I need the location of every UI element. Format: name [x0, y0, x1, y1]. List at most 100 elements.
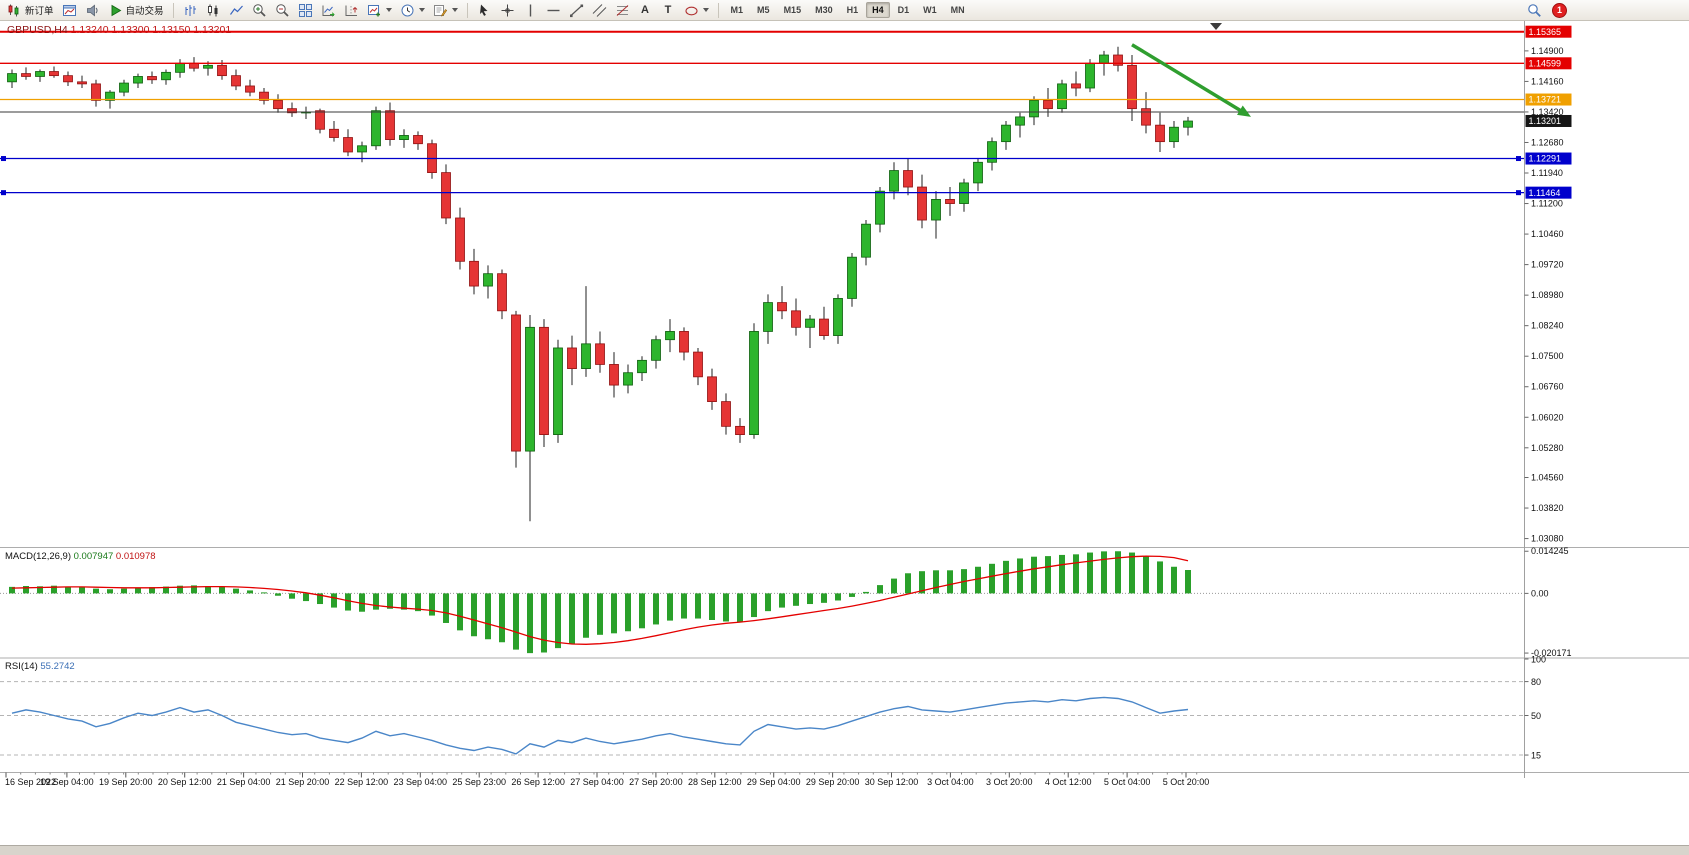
crosshair-tool-button[interactable]: [497, 1, 518, 19]
autotrading-label: 自动交易: [125, 6, 164, 17]
chart-window-icon: [62, 4, 76, 16]
timeframe-m30[interactable]: M30: [815, 5, 833, 15]
svg-text:1.11200: 1.11200: [1531, 199, 1563, 209]
auto-scroll-icon: [322, 5, 335, 17]
shapes-dropdown[interactable]: [681, 1, 712, 19]
svg-text:1.05280: 1.05280: [1531, 443, 1564, 453]
bar-chart-button[interactable]: [180, 1, 201, 19]
svg-text:1.09720: 1.09720: [1531, 260, 1564, 270]
timeframe-m5[interactable]: M5: [757, 5, 770, 15]
text-label-icon: T: [664, 3, 672, 16]
horizontal-scrollbar[interactable]: [0, 845, 1689, 855]
cursor-tool-button[interactable]: [474, 1, 495, 19]
svg-text:25 Sep 23:00: 25 Sep 23:00: [452, 777, 506, 787]
trendline-tool-button[interactable]: [566, 1, 587, 19]
svg-text:1.11464: 1.11464: [1529, 188, 1561, 198]
horizontal-line-tool-button[interactable]: [543, 1, 564, 19]
timeframe-w1[interactable]: W1: [923, 5, 937, 15]
svg-text:50: 50: [1531, 711, 1541, 721]
new-chart-dropdown[interactable]: [364, 1, 395, 19]
chart-shift-button[interactable]: [341, 1, 362, 19]
svg-text:1.12291: 1.12291: [1529, 154, 1562, 164]
zoom-in-icon: [252, 3, 266, 17]
svg-text:22 Sep 12:00: 22 Sep 12:00: [335, 777, 389, 787]
svg-text:1.12680: 1.12680: [1531, 137, 1564, 147]
zoom-out-button[interactable]: [272, 1, 293, 19]
rsi-panel: [0, 681, 1524, 756]
bar-chart-icon: [185, 4, 196, 16]
tile-windows-button[interactable]: [295, 1, 316, 19]
svg-text:0.00: 0.00: [1531, 588, 1549, 598]
auto-scroll-button[interactable]: [318, 1, 339, 19]
svg-text:4 Oct 12:00: 4 Oct 12:00: [1045, 777, 1092, 787]
svg-text:0.014245: 0.014245: [1531, 546, 1569, 556]
channel-tool-button[interactable]: [589, 1, 610, 19]
price-axis[interactable]: 1.14900 1.14160 1.13420 1.12680 1.11940 1.112…: [1524, 25, 1572, 761]
autotrading-icon: [111, 4, 121, 16]
line-chart-button[interactable]: [226, 1, 247, 19]
fibonacci-icon: [616, 4, 628, 16]
search-icon[interactable]: [1527, 3, 1542, 18]
new-order-label: 新订单: [25, 6, 54, 17]
svg-text:80: 80: [1531, 677, 1541, 687]
svg-text:1.13721: 1.13721: [1529, 95, 1562, 105]
text-tool-icon: A: [641, 3, 649, 16]
dropdown-caret: [451, 8, 458, 12]
chart-canvas[interactable]: 1.14900 1.14160 1.13420 1.12680 1.11940 1.112…: [0, 21, 1689, 845]
svg-text:3 Oct 04:00: 3 Oct 04:00: [927, 777, 974, 787]
svg-text:1.03080: 1.03080: [1531, 534, 1564, 544]
chart-shift-marker[interactable]: [1210, 23, 1222, 30]
charts-button[interactable]: [59, 1, 80, 19]
fibonacci-tool-button[interactable]: [612, 1, 633, 19]
svg-text:21 Sep 20:00: 21 Sep 20:00: [276, 777, 330, 787]
new-order-icon: [8, 4, 19, 16]
svg-text:1.06760: 1.06760: [1531, 382, 1564, 392]
timeframe-m15[interactable]: M15: [783, 5, 802, 15]
periods-dropdown[interactable]: [397, 1, 428, 19]
svg-text:1.10460: 1.10460: [1531, 229, 1564, 239]
svg-text:1.14160: 1.14160: [1531, 76, 1564, 86]
alerts-button[interactable]: [82, 1, 103, 19]
svg-text:1.13420: 1.13420: [1531, 107, 1564, 117]
svg-text:1.14599: 1.14599: [1529, 59, 1562, 69]
zoom-in-button[interactable]: [249, 1, 270, 19]
text-tool-button[interactable]: A: [635, 1, 656, 19]
new-chart-icon: [367, 4, 380, 16]
horizontal-line-icon: [547, 9, 560, 11]
trend-arrow[interactable]: [1131, 43, 1251, 117]
candlestick-chart-button[interactable]: [203, 1, 224, 19]
timeframe-m1[interactable]: M1: [730, 5, 744, 15]
svg-text:3 Oct 20:00: 3 Oct 20:00: [986, 777, 1033, 787]
notification-badge[interactable]: 1: [1552, 2, 1567, 18]
timeframe-mn[interactable]: MN: [950, 5, 965, 15]
svg-text:100: 100: [1531, 655, 1546, 665]
timeframe-h1[interactable]: H1: [846, 5, 859, 15]
templates-dropdown[interactable]: [430, 1, 461, 19]
template-icon: [433, 4, 447, 16]
timeframe-d1[interactable]: D1: [897, 5, 910, 15]
svg-text:5 Oct 20:00: 5 Oct 20:00: [1163, 777, 1210, 787]
svg-text:1.07500: 1.07500: [1531, 351, 1564, 361]
svg-text:1.04560: 1.04560: [1531, 473, 1564, 483]
ellipse-shape-icon: [684, 6, 698, 15]
svg-text:19 Sep 20:00: 19 Sep 20:00: [99, 777, 153, 787]
hline-1.12291[interactable]: [0, 156, 1524, 162]
vertical-line-tool-button[interactable]: [520, 1, 541, 19]
svg-text:1.06020: 1.06020: [1531, 412, 1564, 422]
dropdown-caret: [702, 8, 709, 12]
autotrading-button[interactable]: 自动交易: [105, 1, 167, 19]
svg-text:1.11940: 1.11940: [1531, 168, 1563, 178]
hline-1.11464[interactable]: [0, 190, 1524, 196]
zoom-out-icon: [275, 3, 289, 17]
dropdown-caret: [385, 8, 392, 12]
timeframe-h4[interactable]: H4: [866, 2, 890, 18]
text-label-tool-button[interactable]: T: [658, 1, 679, 19]
tile-windows-icon: [298, 3, 312, 17]
new-order-button[interactable]: 新订单: [4, 1, 57, 19]
crosshair-icon: [501, 4, 514, 16]
clock-icon: [401, 4, 414, 16]
cursor-icon: [479, 4, 488, 16]
trendline-icon: [569, 4, 583, 17]
svg-text:1.08240: 1.08240: [1531, 321, 1564, 331]
